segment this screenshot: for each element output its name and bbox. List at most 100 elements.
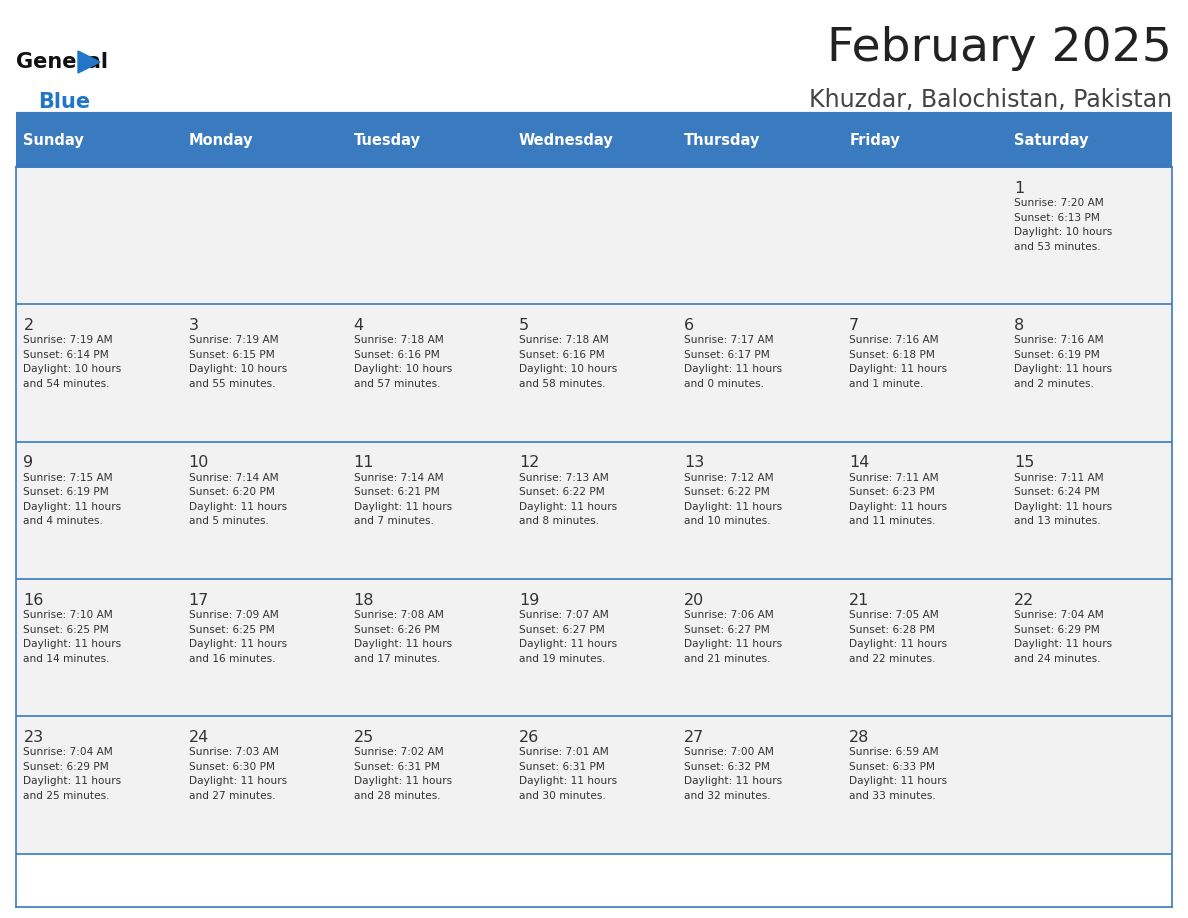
Text: Sunset: 6:31 PM: Sunset: 6:31 PM — [354, 762, 440, 772]
Text: Blue: Blue — [38, 92, 90, 112]
Text: 10: 10 — [189, 455, 209, 470]
Text: Daylight: 11 hours: Daylight: 11 hours — [519, 639, 617, 649]
Text: 21: 21 — [849, 593, 870, 608]
Text: Khuzdar, Balochistan, Pakistan: Khuzdar, Balochistan, Pakistan — [809, 88, 1173, 112]
Text: Sunrise: 7:01 AM: Sunrise: 7:01 AM — [519, 747, 608, 757]
Text: Daylight: 11 hours: Daylight: 11 hours — [849, 502, 947, 511]
Bar — [1007, 716, 1173, 854]
Text: and 0 minutes.: and 0 minutes. — [684, 379, 764, 389]
Text: Sunset: 6:13 PM: Sunset: 6:13 PM — [1015, 213, 1100, 222]
Text: Sunrise: 7:03 AM: Sunrise: 7:03 AM — [189, 747, 278, 757]
Text: Daylight: 11 hours: Daylight: 11 hours — [354, 777, 451, 787]
Text: Sunrise: 7:16 AM: Sunrise: 7:16 AM — [849, 335, 939, 345]
Text: and 28 minutes.: and 28 minutes. — [354, 791, 441, 800]
Text: Sunset: 6:27 PM: Sunset: 6:27 PM — [519, 624, 605, 634]
Text: Sunset: 6:26 PM: Sunset: 6:26 PM — [354, 624, 440, 634]
Text: Daylight: 11 hours: Daylight: 11 hours — [519, 502, 617, 511]
Text: Sunrise: 7:19 AM: Sunrise: 7:19 AM — [24, 335, 113, 345]
Text: Sunset: 6:19 PM: Sunset: 6:19 PM — [24, 487, 109, 498]
Text: 28: 28 — [849, 730, 870, 744]
Bar — [15, 716, 181, 854]
Bar — [346, 716, 511, 854]
Text: 16: 16 — [24, 593, 44, 608]
Text: and 55 minutes.: and 55 minutes. — [189, 379, 276, 389]
Text: Daylight: 11 hours: Daylight: 11 hours — [684, 777, 782, 787]
Bar — [181, 114, 346, 167]
Bar — [181, 579, 346, 716]
Text: 7: 7 — [849, 318, 859, 333]
Text: and 11 minutes.: and 11 minutes. — [849, 516, 936, 526]
Bar — [1007, 579, 1173, 716]
Text: Sunrise: 7:17 AM: Sunrise: 7:17 AM — [684, 335, 773, 345]
Text: and 22 minutes.: and 22 minutes. — [849, 654, 936, 664]
Text: and 54 minutes.: and 54 minutes. — [24, 379, 110, 389]
Bar — [15, 305, 181, 442]
Text: Sunset: 6:19 PM: Sunset: 6:19 PM — [1015, 350, 1100, 360]
Text: Wednesday: Wednesday — [519, 133, 614, 148]
Text: Sunset: 6:16 PM: Sunset: 6:16 PM — [354, 350, 440, 360]
Text: 8: 8 — [1015, 318, 1024, 333]
Text: Sunrise: 7:11 AM: Sunrise: 7:11 AM — [849, 473, 939, 483]
Text: Sunset: 6:22 PM: Sunset: 6:22 PM — [519, 487, 605, 498]
Text: Sunrise: 7:15 AM: Sunrise: 7:15 AM — [24, 473, 113, 483]
Text: Sunset: 6:29 PM: Sunset: 6:29 PM — [1015, 624, 1100, 634]
Text: Daylight: 11 hours: Daylight: 11 hours — [189, 777, 286, 787]
Text: Sunset: 6:22 PM: Sunset: 6:22 PM — [684, 487, 770, 498]
Bar — [511, 167, 677, 305]
Text: Daylight: 11 hours: Daylight: 11 hours — [24, 777, 121, 787]
Text: and 7 minutes.: and 7 minutes. — [354, 516, 434, 526]
Text: 17: 17 — [189, 593, 209, 608]
Text: Sunrise: 7:05 AM: Sunrise: 7:05 AM — [849, 610, 939, 620]
Text: Thursday: Thursday — [684, 133, 760, 148]
Text: Daylight: 11 hours: Daylight: 11 hours — [189, 502, 286, 511]
Text: 15: 15 — [1015, 455, 1035, 470]
Text: Sunset: 6:15 PM: Sunset: 6:15 PM — [189, 350, 274, 360]
Text: 27: 27 — [684, 730, 704, 744]
Text: Sunset: 6:18 PM: Sunset: 6:18 PM — [849, 350, 935, 360]
Bar — [842, 114, 1007, 167]
Text: Sunset: 6:16 PM: Sunset: 6:16 PM — [519, 350, 605, 360]
Bar — [1007, 167, 1173, 305]
Text: Sunrise: 7:11 AM: Sunrise: 7:11 AM — [1015, 473, 1104, 483]
Text: February 2025: February 2025 — [827, 26, 1173, 71]
Text: Sunrise: 6:59 AM: Sunrise: 6:59 AM — [849, 747, 939, 757]
Text: and 24 minutes.: and 24 minutes. — [1015, 654, 1101, 664]
Text: and 2 minutes.: and 2 minutes. — [1015, 379, 1094, 389]
Text: and 13 minutes.: and 13 minutes. — [1015, 516, 1101, 526]
Bar — [511, 114, 677, 167]
Bar — [181, 305, 346, 442]
Text: Daylight: 10 hours: Daylight: 10 hours — [354, 364, 451, 375]
Bar — [511, 579, 677, 716]
Text: Friday: Friday — [849, 133, 899, 148]
Text: and 25 minutes.: and 25 minutes. — [24, 791, 110, 800]
Text: Daylight: 11 hours: Daylight: 11 hours — [849, 364, 947, 375]
Text: Sunset: 6:14 PM: Sunset: 6:14 PM — [24, 350, 109, 360]
Bar — [677, 114, 842, 167]
Bar — [511, 442, 677, 579]
Text: 19: 19 — [519, 593, 539, 608]
Text: Daylight: 11 hours: Daylight: 11 hours — [849, 639, 947, 649]
Text: and 53 minutes.: and 53 minutes. — [1015, 241, 1101, 252]
Text: and 19 minutes.: and 19 minutes. — [519, 654, 606, 664]
Text: Sunrise: 7:02 AM: Sunrise: 7:02 AM — [354, 747, 443, 757]
Text: 13: 13 — [684, 455, 704, 470]
Bar — [1007, 114, 1173, 167]
Text: Sunset: 6:25 PM: Sunset: 6:25 PM — [189, 624, 274, 634]
Text: Daylight: 11 hours: Daylight: 11 hours — [24, 502, 121, 511]
Text: and 58 minutes.: and 58 minutes. — [519, 379, 606, 389]
Text: Sunrise: 7:06 AM: Sunrise: 7:06 AM — [684, 610, 773, 620]
Text: Sunrise: 7:18 AM: Sunrise: 7:18 AM — [519, 335, 608, 345]
Text: 22: 22 — [1015, 593, 1035, 608]
Text: Sunrise: 7:20 AM: Sunrise: 7:20 AM — [1015, 198, 1104, 208]
Bar — [1007, 442, 1173, 579]
Text: Daylight: 11 hours: Daylight: 11 hours — [684, 502, 782, 511]
Polygon shape — [78, 51, 100, 73]
Bar — [15, 167, 181, 305]
Text: 12: 12 — [519, 455, 539, 470]
Bar — [346, 305, 511, 442]
Text: Daylight: 11 hours: Daylight: 11 hours — [354, 639, 451, 649]
Text: Sunrise: 7:12 AM: Sunrise: 7:12 AM — [684, 473, 773, 483]
Bar — [842, 167, 1007, 305]
Text: Sunset: 6:25 PM: Sunset: 6:25 PM — [24, 624, 109, 634]
Text: 5: 5 — [519, 318, 529, 333]
